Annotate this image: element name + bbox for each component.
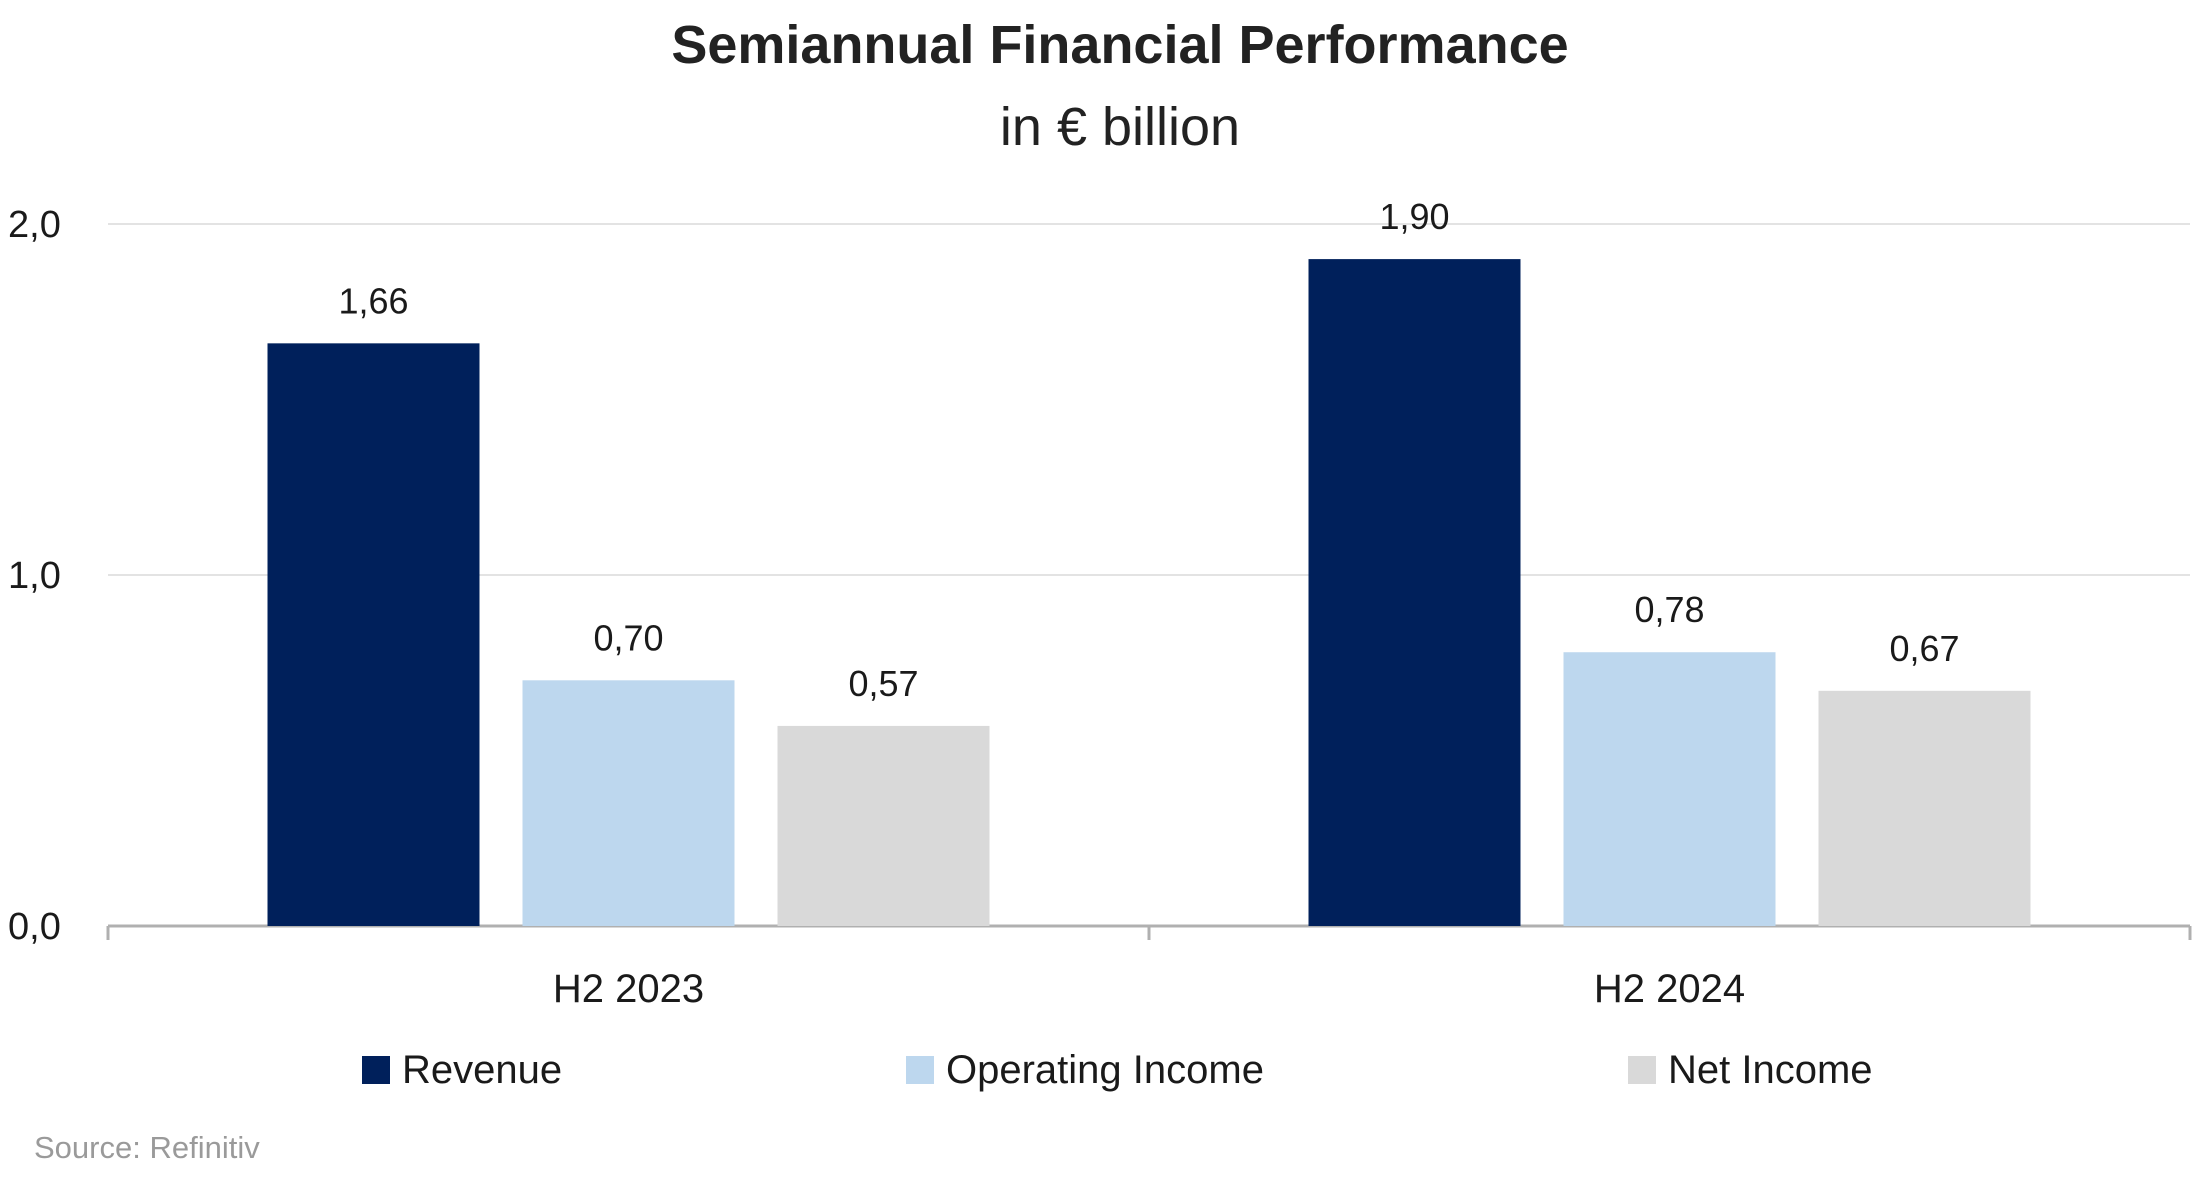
chart-title: Semiannual Financial Performance	[671, 15, 1569, 75]
data-label: 0,67	[1889, 628, 1959, 669]
y-tick-label: 2,0	[8, 204, 61, 246]
legend-swatch-operating-income	[906, 1056, 934, 1084]
legend-label-net-income: Net Income	[1668, 1047, 1873, 1092]
legend-item-revenue: Revenue	[362, 1045, 562, 1095]
source-note: Source: Refinitiv	[34, 1130, 260, 1165]
data-label: 1,90	[1379, 196, 1449, 237]
data-label: 0,57	[848, 663, 918, 704]
legend-item-net-income: Net Income	[1628, 1045, 1873, 1095]
legend-swatch-net-income	[1628, 1056, 1656, 1084]
x-tick-label: H2 2024	[1594, 967, 1745, 1011]
legend-swatch-revenue	[362, 1056, 390, 1084]
bar	[522, 680, 735, 926]
data-label: 1,66	[338, 280, 408, 321]
y-tick-label: 1,0	[8, 555, 61, 597]
legend-label-operating-income: Operating Income	[946, 1047, 1264, 1092]
y-tick-label: 0,0	[8, 906, 61, 948]
bar	[267, 343, 480, 927]
bar	[1818, 690, 2031, 926]
bar	[1563, 652, 1776, 926]
chart-subtitle: in € billion	[999, 97, 1241, 157]
legend-item-operating-income: Operating Income	[906, 1045, 1264, 1095]
bar	[777, 725, 990, 926]
data-label: 0,70	[593, 617, 663, 658]
data-label: 0,78	[1634, 589, 1704, 630]
legend-label-revenue: Revenue	[402, 1047, 563, 1092]
x-tick-label: H2 2023	[553, 967, 704, 1011]
bar	[1308, 259, 1521, 927]
